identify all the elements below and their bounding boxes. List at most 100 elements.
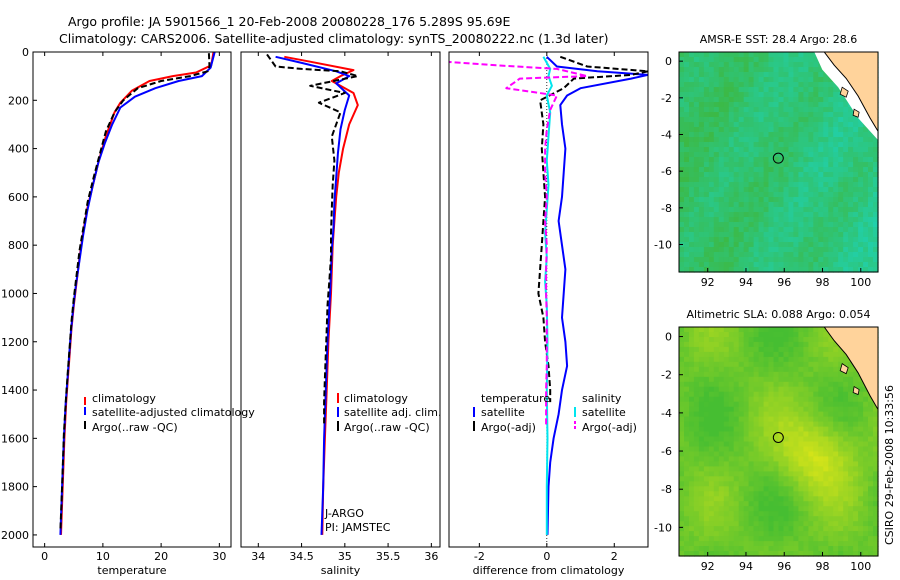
map-cell: [713, 346, 720, 353]
map-cell: [853, 147, 859, 153]
map-cell: [788, 232, 795, 238]
map-cell: [798, 92, 804, 98]
map-cell: [828, 526, 834, 532]
map-cell: [813, 87, 819, 93]
map-cell: [768, 247, 775, 253]
map-cell: [783, 52, 790, 58]
map-cell: [703, 511, 710, 517]
map-cell: [738, 531, 745, 537]
map-cell: [798, 172, 804, 178]
map-cell: [748, 426, 755, 433]
map-cell: [698, 366, 705, 373]
map-cell: [773, 406, 780, 413]
map-cell: [768, 551, 775, 557]
map-cell: [743, 471, 750, 477]
map-cell: [833, 257, 839, 263]
map-cell: [773, 541, 780, 547]
map-cell: [713, 526, 720, 532]
map-cell: [778, 332, 785, 338]
map-cell: [843, 112, 849, 118]
map-cell: [703, 327, 710, 333]
map-cell: [689, 237, 695, 243]
map-cell: [703, 466, 710, 472]
map-cell: [848, 217, 854, 223]
map-cell: [743, 361, 750, 368]
map-cell: [728, 536, 735, 542]
map-cell: [813, 72, 819, 78]
map-cell: [793, 242, 799, 248]
map-cell: [703, 371, 710, 378]
map-cell: [733, 167, 740, 173]
map-cell: [808, 327, 814, 333]
map-cell: [773, 356, 780, 363]
map-cell: [823, 257, 829, 263]
map-cell: [823, 476, 829, 482]
map-cell: [778, 72, 785, 78]
map-cell: [833, 242, 839, 248]
map-cell: [713, 476, 720, 482]
map-cell: [808, 52, 814, 58]
map-cell: [843, 192, 849, 198]
map-cell: [863, 252, 869, 258]
map-cell: [778, 147, 785, 153]
map-cell: [733, 247, 740, 253]
map-cell: [743, 242, 750, 248]
map-cell: [808, 82, 814, 88]
map-cell: [818, 436, 824, 443]
map-cell: [753, 237, 760, 243]
map-cell: [718, 327, 725, 333]
map-cell: [813, 212, 819, 218]
map-cell: [868, 416, 874, 423]
map-cell: [703, 147, 710, 153]
map-cell: [748, 117, 755, 123]
map-cell: [728, 511, 735, 517]
map-cell: [793, 476, 799, 482]
map-cell: [728, 411, 735, 418]
map-cell: [689, 526, 695, 532]
map-cell: [758, 267, 765, 273]
map-cell: [813, 486, 819, 492]
map-cell: [813, 546, 819, 552]
map-cell: [753, 386, 760, 393]
map-cell: [788, 127, 795, 133]
map-cell: [753, 217, 760, 223]
map-cell: [708, 341, 715, 348]
map-cell: [873, 461, 879, 467]
map-cell: [768, 481, 775, 487]
map-cell: [813, 351, 819, 358]
map-cell: [689, 57, 695, 63]
map-cell: [783, 192, 790, 198]
map-cell: [773, 456, 780, 462]
map-cell: [708, 396, 715, 403]
map-cell: [679, 252, 685, 258]
map-cell: [679, 401, 685, 408]
map-cell: [788, 107, 795, 113]
map-cell: [803, 237, 809, 243]
map-cell: [698, 97, 705, 103]
map-cell: [798, 247, 804, 253]
map-cell: [743, 416, 750, 423]
map-cell: [868, 202, 874, 208]
map-cell: [743, 341, 750, 348]
map-cell: [763, 197, 770, 203]
map-cell: [763, 202, 770, 208]
map-cell: [758, 167, 765, 173]
map-cell: [788, 152, 795, 158]
map-cell: [783, 451, 790, 458]
map-cell: [838, 222, 844, 228]
map-cell: [793, 137, 799, 143]
map-cell: [823, 396, 829, 403]
map-cell: [733, 257, 740, 263]
map-cell: [808, 227, 814, 233]
map-cell: [838, 112, 844, 118]
map-cell: [753, 551, 760, 557]
map-cell: [853, 476, 859, 482]
map-cell: [753, 411, 760, 418]
map-cell: [713, 501, 720, 507]
map-cell: [758, 227, 765, 233]
map-cell: [758, 501, 765, 507]
map-cell: [798, 446, 804, 453]
map-cell: [733, 217, 740, 223]
map-cell: [768, 87, 775, 93]
